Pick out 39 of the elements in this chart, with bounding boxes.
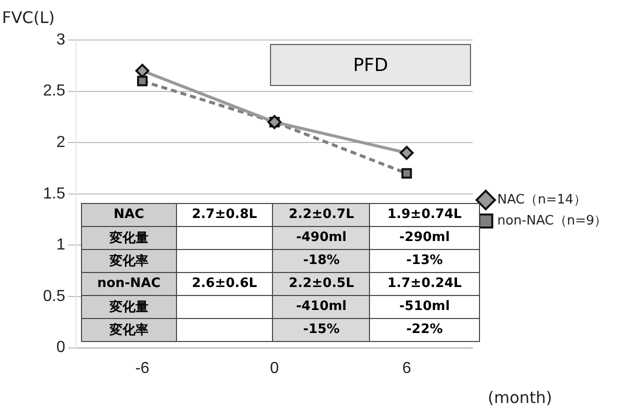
annotation: 2.2±0.5L bbox=[272, 272, 370, 296]
annotation: 変化量 bbox=[82, 295, 176, 318]
y-tick-label: 0 bbox=[56, 339, 66, 356]
annotation: -290ml bbox=[370, 226, 480, 250]
annotation: non-NAC bbox=[82, 272, 176, 296]
annotation: 2.6±0.6L bbox=[176, 272, 273, 296]
annotation: 変化率 bbox=[82, 318, 176, 342]
y-tick-label: 1 bbox=[56, 236, 66, 254]
title-box: PFD bbox=[270, 44, 471, 86]
annotation: -410ml bbox=[272, 295, 370, 318]
annotation: NAC bbox=[82, 203, 176, 226]
y-tick-label: 3 bbox=[56, 31, 66, 48]
annotation: -510ml bbox=[370, 295, 480, 318]
y-tick-label: 2.5 bbox=[42, 82, 66, 100]
annotation: 変化率 bbox=[82, 249, 176, 272]
y-tick-label: 0.5 bbox=[42, 288, 66, 305]
x-tick-label: 0 bbox=[270, 360, 280, 377]
annotation: 2.7±0.8L bbox=[176, 203, 273, 226]
annotation: -15% bbox=[272, 318, 370, 342]
y-tick-label: 1.5 bbox=[42, 185, 66, 202]
annotation: 1.7±0.24L bbox=[370, 272, 480, 296]
annotation: 2.2±0.7L bbox=[272, 203, 370, 226]
point bbox=[135, 64, 150, 78]
x-tick-label: -6 bbox=[135, 360, 150, 377]
x-tick-label: 6 bbox=[402, 360, 412, 377]
point bbox=[401, 168, 412, 179]
x-axis-title: (month) bbox=[488, 388, 552, 407]
annotation: -13% bbox=[370, 249, 480, 272]
annotation: -18% bbox=[272, 249, 370, 272]
annotation: -22% bbox=[370, 318, 480, 342]
point bbox=[137, 76, 148, 86]
y-axis-title: FVC(L) bbox=[2, 8, 55, 27]
legend-label: NAC（n=14） bbox=[497, 192, 586, 208]
y-tick-label: 2 bbox=[56, 134, 66, 152]
annotation: 1.9±0.74L bbox=[370, 203, 480, 226]
point bbox=[400, 146, 414, 160]
legend-label: non-NAC（n=9） bbox=[497, 213, 608, 228]
annotation: 変化量 bbox=[82, 226, 176, 250]
annotation: -490ml bbox=[272, 226, 370, 250]
